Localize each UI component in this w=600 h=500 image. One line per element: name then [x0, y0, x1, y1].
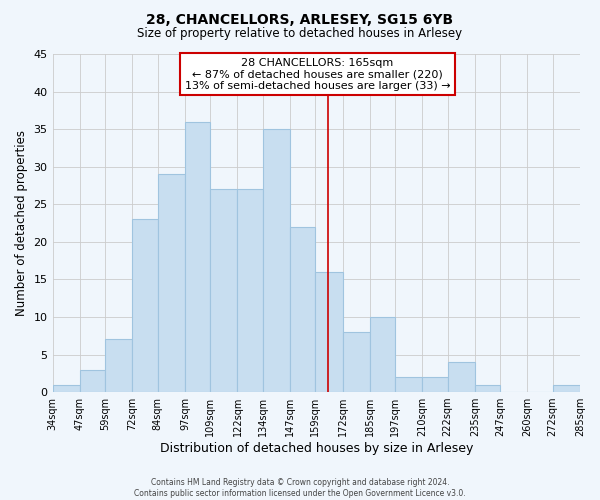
Text: Contains HM Land Registry data © Crown copyright and database right 2024.
Contai: Contains HM Land Registry data © Crown c… — [134, 478, 466, 498]
Bar — [370, 317, 395, 392]
Bar — [185, 122, 210, 392]
Bar — [133, 220, 158, 392]
Bar — [422, 377, 448, 392]
Y-axis label: Number of detached properties: Number of detached properties — [15, 130, 28, 316]
Bar — [238, 189, 263, 392]
Bar — [290, 227, 315, 392]
Bar — [158, 174, 185, 392]
Bar — [343, 332, 370, 392]
Bar — [105, 340, 133, 392]
Bar — [395, 377, 422, 392]
Bar — [475, 384, 500, 392]
Bar — [315, 272, 343, 392]
Bar — [80, 370, 105, 392]
Text: 28 CHANCELLORS: 165sqm
← 87% of detached houses are smaller (220)
13% of semi-de: 28 CHANCELLORS: 165sqm ← 87% of detached… — [185, 58, 450, 91]
X-axis label: Distribution of detached houses by size in Arlesey: Distribution of detached houses by size … — [160, 442, 473, 455]
Text: Size of property relative to detached houses in Arlesey: Size of property relative to detached ho… — [137, 28, 463, 40]
Bar — [53, 384, 80, 392]
Bar — [553, 384, 580, 392]
Text: 28, CHANCELLORS, ARLESEY, SG15 6YB: 28, CHANCELLORS, ARLESEY, SG15 6YB — [146, 12, 454, 26]
Bar — [448, 362, 475, 392]
Bar — [210, 189, 238, 392]
Bar — [263, 129, 290, 392]
